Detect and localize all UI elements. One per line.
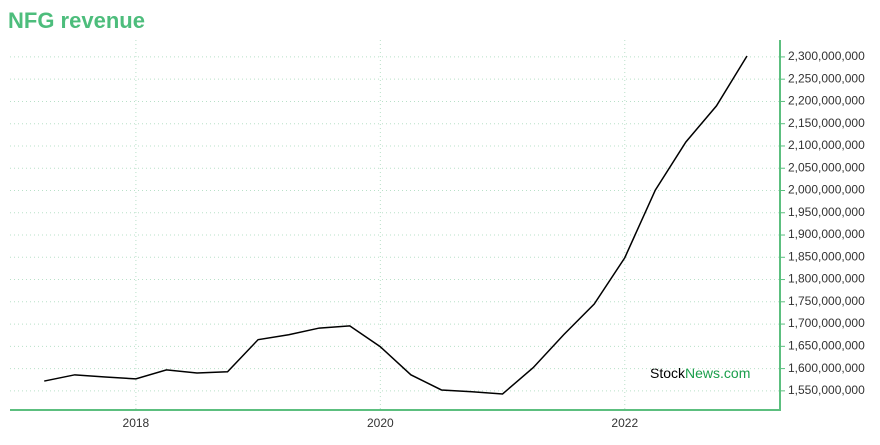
y-tick-label: 1,950,000,000 xyxy=(788,205,865,219)
x-tick-label: 2022 xyxy=(611,416,638,430)
y-tick-label: 1,850,000,000 xyxy=(788,249,865,263)
y-tick-label: 1,900,000,000 xyxy=(788,227,865,241)
y-tick-label: 2,000,000,000 xyxy=(788,183,865,197)
x-tick-label: 2018 xyxy=(123,416,150,430)
y-tick-label: 1,650,000,000 xyxy=(788,339,865,353)
watermark-part: Stock xyxy=(650,365,686,381)
y-tick-label: 2,300,000,000 xyxy=(788,49,865,63)
y-tick-label: 2,150,000,000 xyxy=(788,116,865,130)
line xyxy=(44,55,748,395)
chart-title: NFG revenue xyxy=(8,8,145,33)
y-tick-label: 1,600,000,000 xyxy=(788,361,865,375)
y-tick-label: 1,800,000,000 xyxy=(788,272,865,286)
y-tick-label: 2,050,000,000 xyxy=(788,160,865,174)
watermark-part: News xyxy=(685,365,720,381)
y-tick-label: 1,700,000,000 xyxy=(788,316,865,330)
watermark-part: .com xyxy=(720,365,750,381)
y-tick-label: 1,550,000,000 xyxy=(788,383,865,397)
y-tick-label: 1,750,000,000 xyxy=(788,294,865,308)
y-tick-label: 2,200,000,000 xyxy=(788,94,865,108)
watermark: StockNews.com xyxy=(650,365,750,381)
x-tick-label: 2020 xyxy=(367,416,394,430)
y-tick-label: 2,100,000,000 xyxy=(788,138,865,152)
y-tick-label: 2,250,000,000 xyxy=(788,71,865,85)
